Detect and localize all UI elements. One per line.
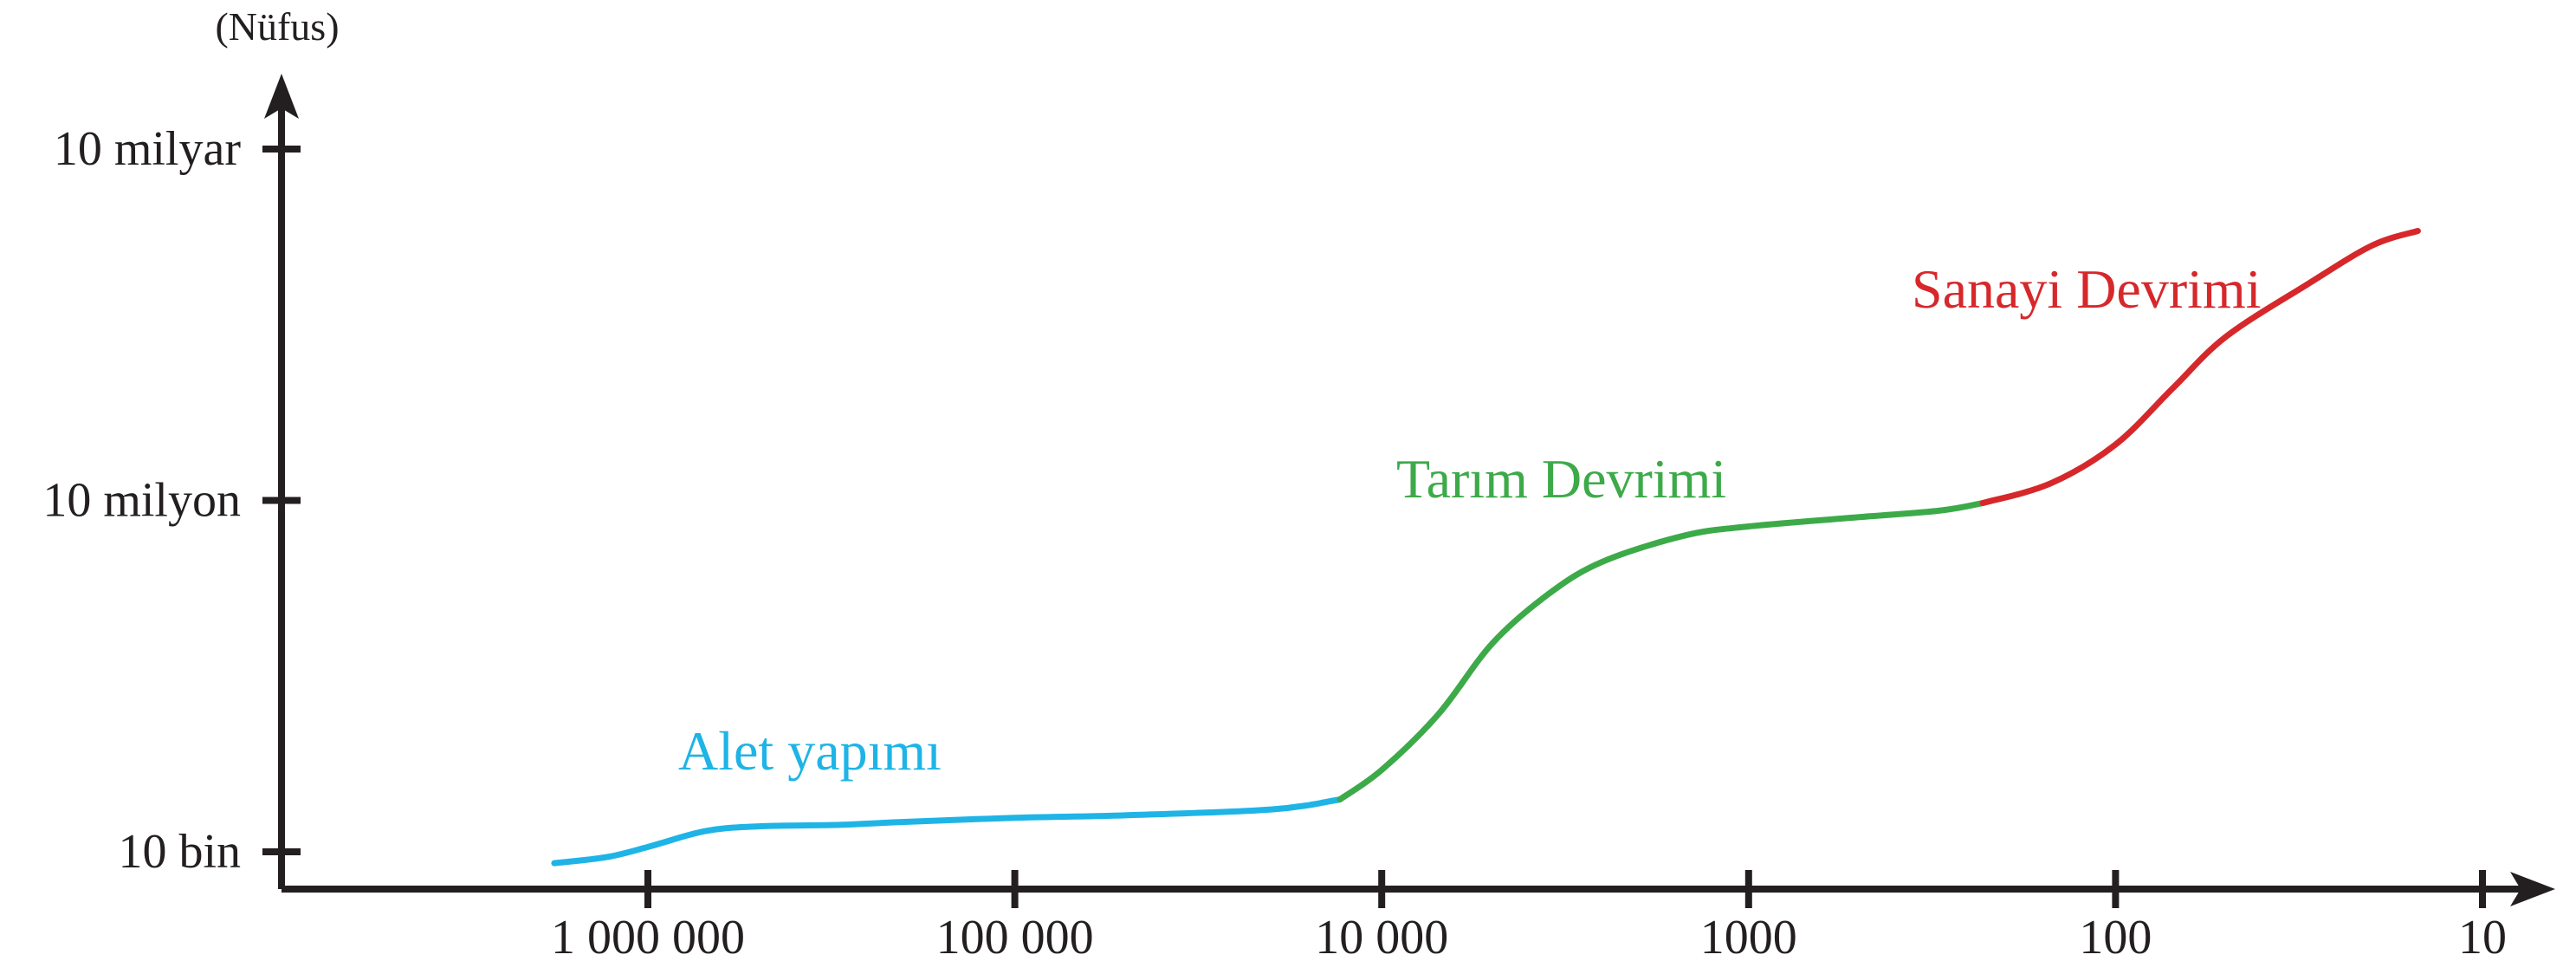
label-tarim-devrimi: Tarım Devrimi: [1396, 448, 1726, 510]
labels-group: Alet yapımı Tarım Devrimi Sanayi Devrimi: [678, 258, 2261, 782]
x-tick-label: 1 000 000: [551, 911, 745, 961]
series-tarim-devrimi: [1337, 500, 1986, 803]
series-alet-yapimi: [551, 796, 1343, 867]
series-group: [551, 228, 2421, 867]
x-tick-label: 100 000: [936, 911, 1094, 961]
y-axis-arrow-icon: [264, 74, 299, 119]
label-alet-yapimi: Alet yapımı: [678, 720, 942, 782]
y-tick-label: 10 milyon: [42, 474, 241, 528]
label-sanayi-devrimi: Sanayi Devrimi: [1912, 258, 2261, 320]
series-sanayi-devrimi: [1979, 228, 2421, 506]
x-axis-arrow-icon: [2510, 872, 2555, 906]
ticks-group: 1 000 000 100 000 10 000 1000 100 10 10 bin 10 …: [42, 122, 2507, 961]
y-tick-label: 10 bin: [118, 825, 241, 879]
x-tick-label: 10 000: [1315, 911, 1448, 961]
axes-group: (Nüfus): [215, 4, 2555, 906]
y-tick-label: 10 milyar: [54, 122, 242, 176]
x-tick-label: 100: [2079, 911, 2152, 961]
x-tick-label: 1000: [1700, 911, 1797, 961]
y-axis-label: (Nüfus): [215, 4, 339, 49]
x-tick-label: 10: [2458, 911, 2507, 961]
